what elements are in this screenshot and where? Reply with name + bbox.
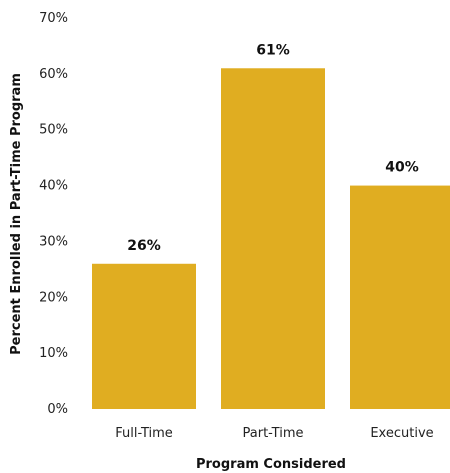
bar-data-labels: 26% 61% 40% [127,42,419,254]
bar [92,263,196,409]
y-tick-label: 20% [39,290,68,305]
x-tick-label: Executive [370,426,433,441]
bar-data-label: 26% [127,238,161,254]
bar-data-label: 40% [385,160,419,176]
y-tick-label: 10% [39,346,68,361]
y-tick-label: 40% [39,179,68,194]
x-tick-label: Full-Time [115,426,173,441]
bar [221,68,325,410]
y-tick-label: 50% [39,123,68,138]
bar-data-label: 61% [256,42,290,58]
y-tick-label: 60% [39,67,68,82]
y-tick-label: 0% [47,402,68,417]
y-axis-title: Percent Enrolled in Part-Time Program [9,73,24,355]
x-axis-title: Program Considered [196,457,346,472]
x-axis-ticks: Full-Time Part-Time Executive [115,426,433,441]
y-tick-label: 70% [39,11,68,26]
y-axis-ticks: 0% 10% 20% 30% 40% 50% 60% 70% [39,11,68,417]
bars [92,68,450,410]
bar [350,185,450,409]
x-tick-label: Part-Time [243,426,304,441]
y-tick-label: 30% [39,234,68,249]
